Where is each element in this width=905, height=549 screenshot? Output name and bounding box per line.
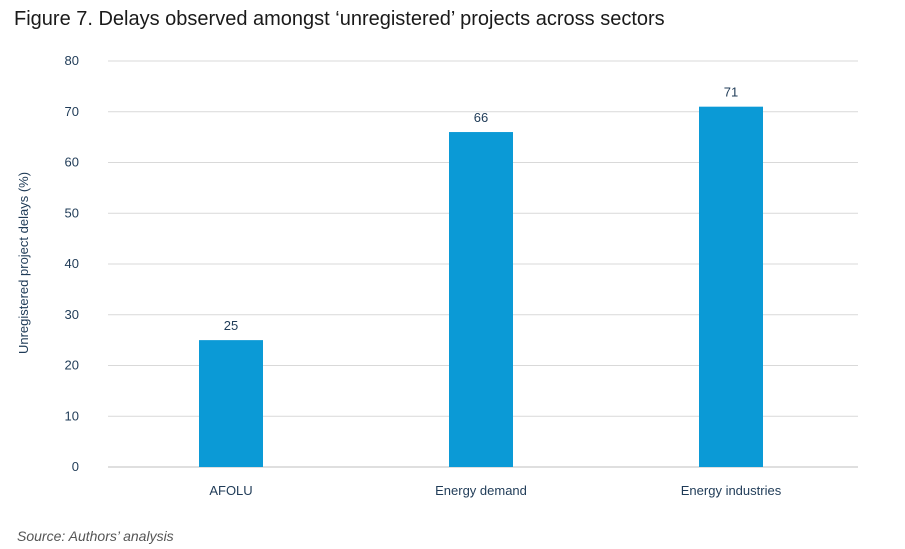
y-tick-label: 20 — [65, 358, 79, 373]
data-label: 71 — [724, 85, 738, 100]
x-axis-categories: AFOLU Energy demand Energy industries — [209, 483, 781, 498]
data-label: 25 — [224, 318, 238, 333]
y-tick-label: 50 — [65, 205, 79, 220]
y-tick-label: 80 — [65, 53, 79, 68]
y-tick-label: 0 — [72, 459, 79, 474]
bars — [199, 106, 763, 468]
figure-title: Figure 7. Delays observed amongst ‘unreg… — [14, 8, 665, 30]
data-label: 66 — [474, 110, 488, 125]
y-tick-label: 40 — [65, 256, 79, 271]
bar — [199, 340, 263, 467]
y-tick-label: 30 — [65, 307, 79, 322]
bar — [449, 132, 513, 468]
data-labels: 25 66 71 — [224, 85, 738, 333]
bar-chart: 0 10 20 30 40 50 60 70 80 25 66 71 AFOLU Energy dem… — [16, 53, 858, 498]
y-tick-label: 70 — [65, 104, 79, 119]
x-category-label: Energy demand — [435, 483, 527, 498]
source-note: Source: Authors’ analysis — [17, 528, 174, 544]
y-axis-ticks: 0 10 20 30 40 50 60 70 80 — [65, 53, 79, 474]
x-category-label: Energy industries — [681, 483, 782, 498]
bar — [699, 106, 763, 468]
y-tick-label: 60 — [65, 155, 79, 170]
x-category-label: AFOLU — [209, 483, 252, 498]
y-axis-title: Unregistered project delays (%) — [16, 172, 31, 354]
y-tick-label: 10 — [65, 408, 79, 423]
